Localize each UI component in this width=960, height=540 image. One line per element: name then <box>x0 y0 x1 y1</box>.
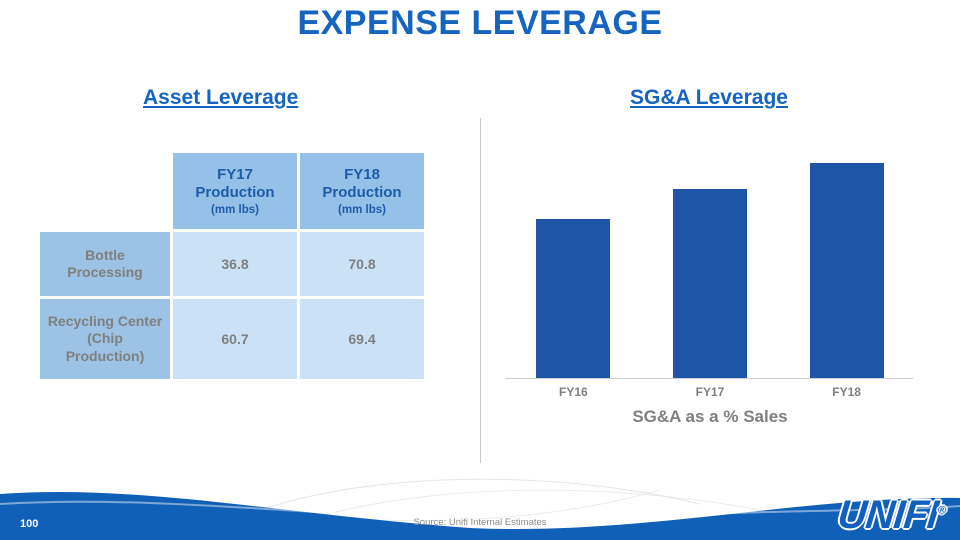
chart-x-labels: FY16 FY17 FY18 <box>505 385 915 399</box>
chart-bar <box>672 189 747 378</box>
table-header-fy18: FY18 Production (mm lbs) <box>300 153 424 229</box>
page-number: 100 <box>20 518 39 530</box>
slide-title: EXPENSE LEVERAGE <box>297 4 663 42</box>
chart-x-label: FY16 <box>558 385 588 399</box>
table-cell-value: 60.7 <box>173 299 297 379</box>
table-cell-value: 69.4 <box>300 299 424 379</box>
sga-leverage-heading: SG&A Leverage <box>630 86 788 109</box>
table-row-label: Bottle Processing <box>40 232 170 296</box>
chart-caption: SG&A as a % Sales <box>632 407 788 426</box>
table-cell-value: 70.8 <box>300 232 424 296</box>
table-header-fy17: FY17 Production (mm lbs) <box>173 153 297 229</box>
production-table: FY17 Production (mm lbs) FY18 Production… <box>40 153 424 379</box>
source-note: Source: Unifi Internal Estimates <box>413 517 547 528</box>
table-row-label: Recycling Center (Chip Production) <box>40 299 170 379</box>
chart-x-label: FY17 <box>695 385 725 399</box>
section-divider <box>480 118 481 463</box>
footer-wave-decoration <box>0 478 960 540</box>
registered-mark: ® <box>937 504 948 517</box>
unifi-logo: UNIFI® <box>836 493 948 538</box>
chart-x-label: FY18 <box>832 385 861 399</box>
footer: 100 Source: Unifi Internal Estimates UNI… <box>0 470 960 540</box>
chart-bar <box>536 219 611 378</box>
asset-leverage-heading: Asset Leverage <box>143 86 299 109</box>
table-header-unit: (mm lbs) <box>211 204 259 216</box>
table-corner-cell <box>40 153 170 229</box>
table-header-title: FY18 Production <box>322 166 402 201</box>
table-header-unit: (mm lbs) <box>338 204 386 216</box>
table-cell-value: 36.8 <box>173 232 297 296</box>
chart-bar <box>809 163 884 378</box>
unifi-logo-text: UNIFI <box>836 493 941 537</box>
table-header-title: FY17 Production <box>195 166 275 201</box>
sga-bar-chart <box>505 160 915 378</box>
chart-x-axis <box>505 378 913 379</box>
